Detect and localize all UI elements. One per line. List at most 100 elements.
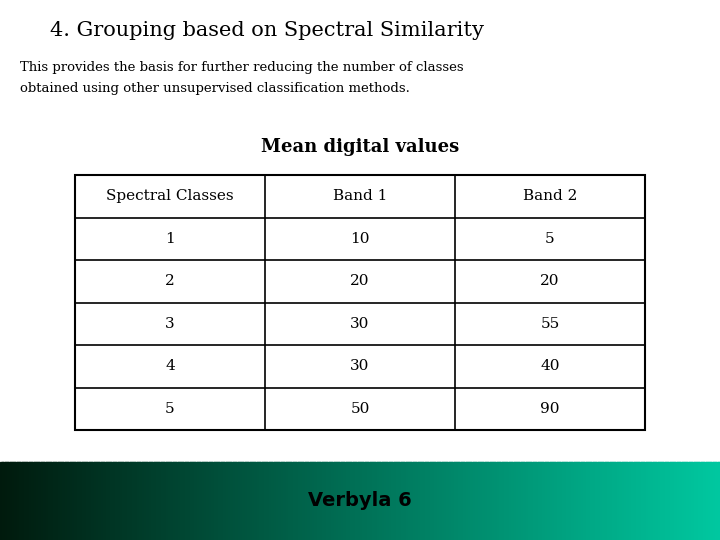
- Bar: [698, 462, 702, 540]
- Bar: [336, 462, 339, 540]
- Bar: [600, 462, 603, 540]
- Bar: [711, 462, 714, 540]
- Bar: [557, 462, 560, 540]
- Text: Band 1: Band 1: [333, 189, 387, 203]
- Bar: [5, 462, 8, 540]
- Bar: [36, 462, 40, 540]
- Bar: [0, 462, 4, 540]
- Bar: [631, 462, 634, 540]
- Bar: [657, 462, 661, 540]
- Bar: [482, 462, 486, 540]
- Bar: [691, 462, 695, 540]
- Bar: [243, 462, 246, 540]
- Text: Mean digital values: Mean digital values: [261, 138, 459, 156]
- Bar: [240, 462, 243, 540]
- Bar: [343, 462, 346, 540]
- Bar: [151, 462, 155, 540]
- Bar: [108, 462, 112, 540]
- Bar: [180, 462, 184, 540]
- Bar: [58, 462, 61, 540]
- Bar: [542, 462, 546, 540]
- Text: Band 2: Band 2: [523, 189, 577, 203]
- Bar: [281, 462, 284, 540]
- Bar: [137, 462, 140, 540]
- Bar: [22, 462, 25, 540]
- Text: 20: 20: [540, 274, 559, 288]
- Bar: [77, 462, 80, 540]
- Bar: [531, 462, 534, 540]
- Bar: [197, 462, 200, 540]
- Bar: [444, 462, 447, 540]
- Bar: [230, 462, 234, 540]
- Bar: [101, 462, 104, 540]
- Bar: [456, 462, 459, 540]
- Bar: [331, 462, 335, 540]
- Bar: [598, 462, 601, 540]
- Bar: [14, 462, 18, 540]
- Bar: [718, 462, 720, 540]
- Bar: [703, 462, 706, 540]
- Bar: [470, 462, 474, 540]
- Bar: [84, 462, 87, 540]
- Bar: [264, 462, 267, 540]
- Bar: [74, 462, 78, 540]
- Bar: [377, 462, 380, 540]
- Bar: [672, 462, 675, 540]
- Bar: [149, 462, 152, 540]
- Bar: [667, 462, 670, 540]
- Bar: [279, 462, 282, 540]
- Bar: [509, 462, 512, 540]
- Bar: [38, 462, 42, 540]
- Bar: [621, 462, 625, 540]
- Bar: [463, 462, 467, 540]
- Bar: [250, 462, 253, 540]
- Text: 90: 90: [540, 402, 559, 416]
- Bar: [139, 462, 143, 540]
- Bar: [650, 462, 654, 540]
- Bar: [202, 462, 205, 540]
- Bar: [362, 462, 366, 540]
- Bar: [67, 462, 71, 540]
- Bar: [358, 462, 361, 540]
- Bar: [684, 462, 688, 540]
- Bar: [266, 462, 270, 540]
- Bar: [245, 462, 248, 540]
- Bar: [144, 462, 148, 540]
- Bar: [653, 462, 656, 540]
- Bar: [552, 462, 555, 540]
- Bar: [437, 462, 440, 540]
- Bar: [391, 462, 395, 540]
- Bar: [130, 462, 133, 540]
- Text: 20: 20: [350, 274, 370, 288]
- Bar: [425, 462, 428, 540]
- Bar: [171, 462, 174, 540]
- Bar: [708, 462, 711, 540]
- Bar: [199, 462, 202, 540]
- Bar: [135, 462, 138, 540]
- Bar: [545, 462, 548, 540]
- Bar: [113, 462, 116, 540]
- Text: 1: 1: [165, 232, 175, 246]
- Bar: [351, 462, 354, 540]
- Bar: [103, 462, 107, 540]
- Bar: [648, 462, 652, 540]
- Bar: [110, 462, 114, 540]
- Bar: [81, 462, 85, 540]
- Bar: [91, 462, 94, 540]
- Bar: [578, 462, 582, 540]
- Text: 30: 30: [351, 317, 369, 330]
- Text: 5: 5: [165, 402, 175, 416]
- Bar: [302, 462, 306, 540]
- Bar: [646, 462, 649, 540]
- Bar: [367, 462, 371, 540]
- Bar: [485, 462, 488, 540]
- Bar: [86, 462, 90, 540]
- Bar: [163, 462, 166, 540]
- Bar: [43, 462, 47, 540]
- Bar: [430, 462, 433, 540]
- Bar: [439, 462, 443, 540]
- Bar: [387, 462, 390, 540]
- Bar: [283, 462, 287, 540]
- Bar: [590, 462, 594, 540]
- Bar: [576, 462, 580, 540]
